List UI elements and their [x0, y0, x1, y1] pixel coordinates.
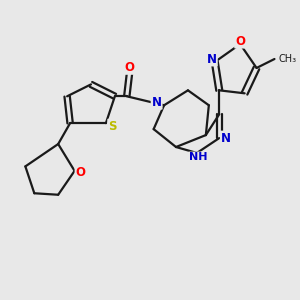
Text: S: S [108, 120, 117, 133]
Text: N: N [152, 96, 162, 109]
Text: N: N [207, 52, 217, 65]
Text: N: N [221, 132, 231, 145]
Text: CH₃: CH₃ [278, 54, 296, 64]
Text: O: O [125, 61, 135, 74]
Text: O: O [76, 166, 85, 179]
Text: O: O [235, 34, 245, 48]
Text: NH: NH [189, 152, 208, 163]
